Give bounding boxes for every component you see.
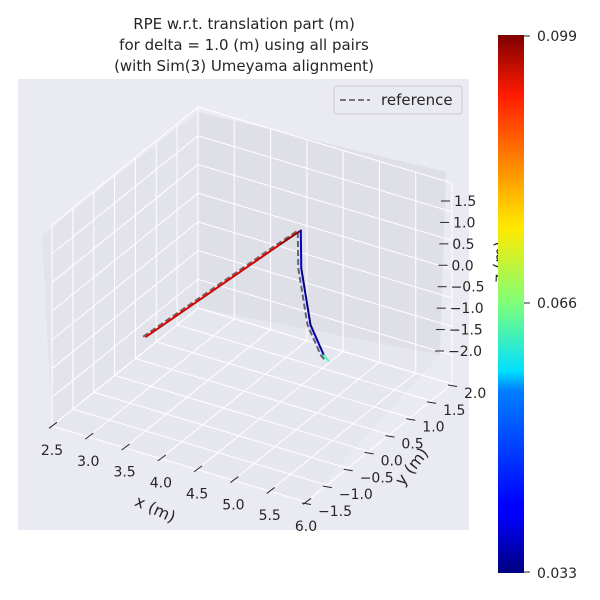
y-tick — [427, 401, 437, 404]
grid-line-y — [156, 341, 411, 419]
grid-line-z-back — [197, 250, 453, 328]
colorbar-gradient — [498, 35, 524, 573]
x-tick-label: 5.5 — [259, 508, 281, 524]
y-tick-label: 0.5 — [401, 437, 423, 453]
trajectory-lines — [142, 228, 330, 362]
grid-line-x — [160, 340, 308, 459]
y-tick-label: −1.5 — [318, 504, 352, 520]
chart-title-line-2: for delta = 1.0 (m) using all pairs — [119, 36, 369, 54]
estimate-segment — [300, 267, 312, 326]
legend: reference — [333, 85, 463, 115]
y-tick-label: 0.0 — [381, 453, 403, 469]
y-tick — [301, 502, 312, 505]
x-tick-label: 3.0 — [77, 454, 99, 470]
x-tick — [121, 443, 130, 451]
chart-title-line-1: RPE w.r.t. translation part (m) — [133, 15, 355, 33]
estimate-segment — [309, 323, 325, 357]
z-tick-label: 0.5 — [452, 237, 474, 253]
y-tick-label: −1.0 — [339, 487, 373, 503]
pane-x — [42, 112, 198, 426]
grid-line-z — [51, 106, 199, 226]
grid-line-x — [305, 383, 453, 503]
y-tick — [406, 418, 416, 421]
x-tick-label: 4.5 — [186, 486, 208, 502]
colorbar-label-max: 0.099 — [537, 29, 577, 45]
y-tick-label: 1.0 — [422, 420, 444, 436]
grid-line-x — [233, 361, 380, 481]
grid-line-z — [51, 307, 199, 427]
colorbar-label-mid: 0.066 — [537, 296, 577, 312]
grid-line-z — [51, 164, 199, 283]
grid-line-z — [51, 278, 199, 398]
grid-line-z-back — [197, 106, 453, 184]
grid-line-z — [51, 250, 199, 369]
colorbar: 0.099 0.066 0.033 — [498, 29, 577, 582]
reference-path — [142, 228, 327, 362]
x-tick — [193, 465, 203, 473]
grid-line-z-back — [197, 278, 453, 356]
x-tick-label: 2.5 — [41, 443, 63, 459]
y-tick — [364, 451, 374, 455]
pane-floor — [52, 308, 440, 502]
estimate-segment — [145, 243, 282, 338]
colorbar-label-min: 0.033 — [537, 566, 577, 582]
grid-line-z-back — [197, 221, 453, 299]
grid-line-z — [51, 135, 199, 255]
grid-line-z-back — [197, 135, 453, 213]
legend-box — [333, 85, 463, 115]
x-tick — [230, 476, 239, 483]
grid-line-x — [269, 372, 417, 492]
grid-line-y — [176, 324, 432, 402]
y-tick-label: −0.5 — [360, 470, 394, 486]
y-tick — [385, 435, 395, 438]
x-tick — [157, 454, 167, 462]
chart-title-line-3: (with Sim(3) Umeyama alignment) — [114, 57, 374, 75]
z-tick-label: −0.5 — [451, 280, 485, 296]
y-tick — [447, 384, 458, 387]
y-tick-label: 2.0 — [464, 386, 486, 402]
x-tick — [266, 487, 276, 494]
grid-line-z-back — [197, 163, 453, 241]
axes-ticks: 2.53.03.54.04.55.05.56.0−1.5−1.0−0.50.00… — [41, 194, 486, 535]
grid-line-y — [135, 358, 390, 436]
y-tick — [343, 468, 353, 472]
grid-line-z — [51, 221, 199, 341]
y-tick — [322, 485, 332, 489]
x-tick — [48, 421, 58, 429]
z-tick-label: −2.0 — [448, 344, 482, 360]
grid-line-x — [87, 318, 235, 438]
estimate-segment — [322, 354, 330, 362]
x-tick-label: 6.0 — [295, 519, 317, 535]
grid-line-z-back — [197, 192, 453, 270]
grid-line-x — [124, 329, 271, 449]
grid-line-y — [114, 374, 369, 452]
y-tick-label: 1.5 — [443, 403, 465, 419]
z-tick-label: 1.0 — [453, 215, 475, 231]
z-tick-label: 0.0 — [451, 258, 473, 274]
grid-line-z — [51, 192, 199, 312]
grid-line-y — [72, 408, 328, 486]
x-tick-label: 4.0 — [150, 476, 172, 492]
grid-lines — [51, 106, 453, 503]
z-tick-label: 1.5 — [454, 194, 476, 210]
x-tick-label: 3.5 — [113, 465, 135, 481]
x-tick-label: 5.0 — [222, 497, 244, 513]
pane-y — [198, 112, 446, 355]
grid-line-x — [196, 351, 344, 470]
estimate-segment — [279, 229, 302, 246]
z-tick-label: −1.0 — [450, 301, 484, 317]
x-tick — [84, 432, 94, 440]
legend-reference-label: reference — [381, 91, 453, 109]
grid-line-y — [51, 425, 307, 503]
z-tick-label: −1.5 — [449, 323, 483, 339]
grid-line-y — [93, 391, 348, 469]
grid-line-z-back — [197, 307, 453, 385]
